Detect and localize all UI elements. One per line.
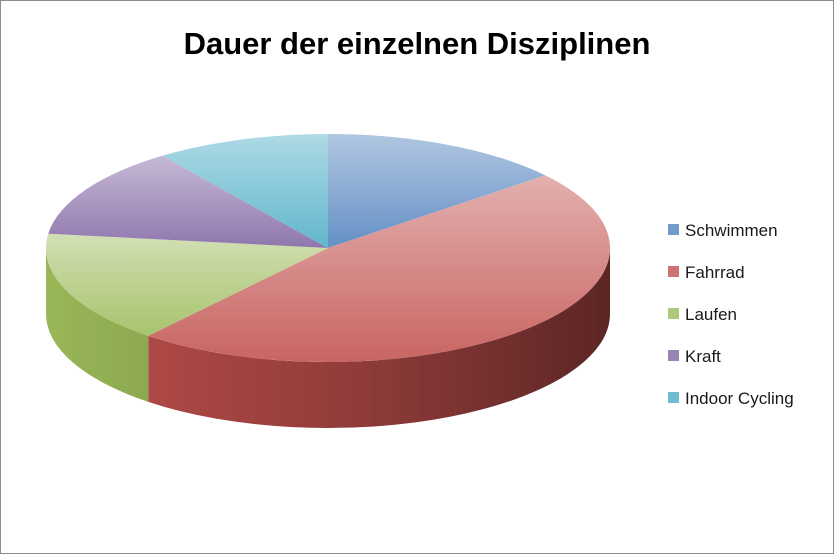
legend-swatch [668,308,679,319]
legend-swatch [668,350,679,361]
pie-slice-laufen[interactable] [45,233,328,336]
legend-label: Fahrrad [685,263,745,282]
legend-item-schwimmen[interactable]: Schwimmen [668,221,778,240]
pie-sides [45,248,610,429]
pie-side-laufen [45,248,149,402]
legend-label: Schwimmen [685,221,778,240]
legend: Schwimmen Fahrrad Laufen Kraft Indoor Cyclin… [668,221,794,408]
legend-item-laufen[interactable]: Laufen [668,305,737,324]
legend-item-fahrrad[interactable]: Fahrrad [668,263,745,282]
legend-item-kraft[interactable]: Kraft [668,347,721,366]
chart-title: Dauer der einzelnen Disziplinen [183,26,651,61]
legend-swatch [668,224,679,235]
pie-side-fahrrad [148,248,610,429]
pie-slice-fahrrad[interactable] [148,175,610,362]
pie-slice-schwimmen[interactable] [328,134,546,248]
legend-swatch [668,392,679,403]
pie-slice-kraft[interactable] [48,155,328,248]
legend-swatch [668,266,679,277]
legend-label: Indoor Cycling [685,389,794,408]
legend-label: Kraft [685,347,721,366]
legend-label: Laufen [685,305,737,324]
legend-item-indoor-cycling[interactable]: Indoor Cycling [668,389,794,408]
pie-slice-indoor-cycling[interactable] [162,134,328,248]
pie-slices [45,134,610,362]
